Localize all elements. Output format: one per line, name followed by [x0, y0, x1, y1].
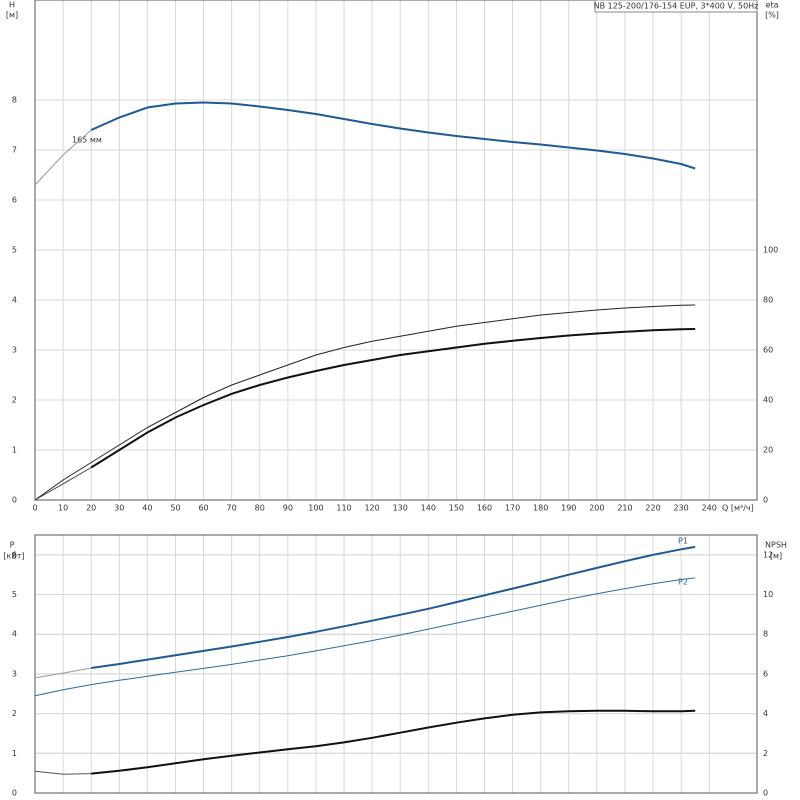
curve: [90, 101, 696, 170]
y-tick-label: 6: [12, 550, 17, 559]
y2-tick-label: 100: [763, 246, 778, 255]
y-tick-label: 6: [12, 196, 17, 205]
y2-tick-label: 6: [763, 669, 768, 678]
y-unit: [кВт]: [3, 552, 24, 561]
y-label: P: [10, 541, 15, 550]
title-box: [594, 0, 758, 13]
x-label: Q [м³/ч]: [722, 504, 754, 513]
y-tick-label: 4: [12, 630, 17, 639]
chart-title: NB 125-200/176-154 EUP, 3*400 V, 50Hz: [594, 2, 759, 11]
y2-tick-label: 80: [763, 296, 773, 305]
y-tick-label: 4: [12, 296, 17, 305]
x-tick-label: 110: [336, 504, 351, 513]
x-tick-label: 190: [561, 504, 576, 513]
x-tick-label: 10: [58, 504, 68, 513]
y-tick-label: 1: [12, 749, 17, 758]
x-tick-label: 30: [114, 504, 124, 513]
bottom-frame: [34, 534, 758, 794]
x-tick-label: 50: [170, 504, 180, 513]
x-tick-label: 240: [702, 504, 717, 513]
x-tick-label: 120: [364, 504, 379, 513]
y-tick-label: 1: [12, 446, 17, 455]
x-tick-label: 140: [421, 504, 436, 513]
y-tick-label: 5: [12, 246, 17, 255]
curve: [91, 709, 696, 775]
x-tick-label: 70: [227, 504, 237, 513]
y-tick-label: 3: [12, 346, 17, 355]
x-tick-label: 150: [449, 504, 464, 513]
y-label: H: [9, 1, 15, 10]
x-tick-label: 160: [477, 504, 492, 513]
x-tick-label: 100: [308, 504, 323, 513]
y-tick-label: 5: [12, 590, 17, 599]
y2-tick-label: 40: [763, 396, 773, 405]
curve: [34, 467, 92, 501]
y2-tick-label: 60: [763, 346, 773, 355]
y-tick-label: 3: [12, 669, 17, 678]
y2-tick-label: 0: [763, 496, 768, 505]
x-tick-label: 60: [198, 504, 208, 513]
y-tick-label: 0: [12, 496, 17, 505]
x-tick-label: 210: [617, 504, 632, 513]
x-tick-label: 170: [505, 504, 520, 513]
y-tick-label: 7: [12, 146, 17, 155]
y-unit: [м]: [6, 11, 18, 20]
y2-unit: [%]: [765, 11, 779, 20]
top-frame: [34, 0, 758, 501]
x-tick-label: 230: [674, 504, 689, 513]
y2-tick-label: 12: [763, 550, 773, 559]
curve: [34, 304, 696, 501]
y2-tick-label: 2: [763, 749, 768, 758]
annotation: 165 мм: [72, 136, 102, 145]
annotation: P1: [678, 537, 688, 546]
y2-tick-label: 20: [763, 446, 773, 455]
y2-tick-label: 0: [763, 789, 768, 798]
y-tick-label: 2: [12, 709, 17, 718]
y2-unit: [м]: [770, 552, 782, 561]
y2-tick-label: 8: [763, 630, 768, 639]
y-tick-label: 8: [12, 96, 17, 105]
x-tick-label: 0: [32, 504, 37, 513]
x-tick-label: 20: [86, 504, 96, 513]
x-tick-label: 90: [283, 504, 293, 513]
x-tick-label: 130: [393, 504, 408, 513]
curve: [90, 328, 696, 469]
y2-label: NPSH: [765, 541, 787, 550]
x-tick-label: 200: [589, 504, 604, 513]
curve: [91, 545, 696, 669]
x-tick-label: 80: [255, 504, 265, 513]
curve: [34, 577, 696, 697]
x-tick-label: 40: [142, 504, 152, 513]
y2-tick-label: 10: [763, 590, 773, 599]
curve: [34, 770, 92, 775]
x-tick-label: 220: [645, 504, 660, 513]
curve: [34, 129, 92, 186]
y-tick-label: 0: [12, 789, 17, 798]
y2-tick-label: 4: [763, 709, 768, 718]
y2-label: eta: [766, 1, 779, 10]
annotation: P2: [678, 578, 688, 587]
curve: [34, 667, 92, 679]
x-tick-label: 180: [533, 504, 548, 513]
y-tick-label: 2: [12, 396, 17, 405]
